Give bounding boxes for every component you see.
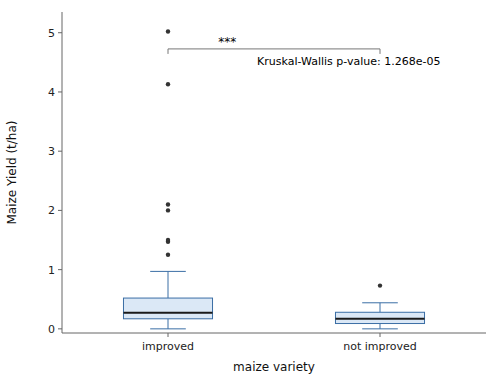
y-tick (58, 91, 62, 92)
outlier (166, 238, 170, 242)
y-tick (58, 32, 62, 33)
y-tick (58, 269, 62, 270)
x-axis-line (62, 333, 486, 334)
whisker-cap-low (150, 328, 186, 329)
whisker-high (380, 303, 381, 312)
y-tick-label: 4 (48, 86, 55, 99)
y-tick-label: 5 (48, 27, 55, 40)
y-tick-label: 2 (48, 204, 55, 217)
whisker-high (168, 271, 169, 298)
outlier (166, 202, 170, 206)
x-tick (380, 333, 381, 337)
y-tick-label: 1 (48, 264, 55, 277)
whisker-cap-low (362, 328, 398, 329)
y-tick (58, 210, 62, 211)
whisker-low (168, 319, 169, 329)
box (335, 312, 424, 323)
significance-bracket (168, 49, 380, 54)
y-tick (58, 151, 62, 152)
whisker-cap-high (362, 302, 398, 303)
y-tick (58, 328, 62, 329)
significance-text: *** (218, 35, 236, 49)
x-axis-label: maize variety (233, 360, 315, 374)
outlier (166, 208, 170, 212)
outlier (378, 283, 382, 287)
outlier (166, 82, 170, 86)
x-tick (168, 333, 169, 337)
median (123, 312, 212, 314)
box (123, 298, 212, 319)
y-axis-line (62, 12, 63, 333)
outlier (166, 29, 170, 33)
x-tick-label: improved (142, 340, 194, 353)
outlier (166, 253, 170, 257)
y-tick-label: 3 (48, 145, 55, 158)
x-tick-label: not improved (343, 340, 417, 353)
plot-area (123, 29, 424, 329)
whisker-cap-high (150, 271, 186, 272)
annotation: Kruskal-Wallis p-value: 1.268e-05 (257, 55, 440, 68)
whisker-low (380, 324, 381, 329)
y-tick-label: 0 (48, 323, 55, 336)
y-axis-label: Maize Yield (t/ha) (5, 121, 19, 225)
median (335, 318, 424, 320)
